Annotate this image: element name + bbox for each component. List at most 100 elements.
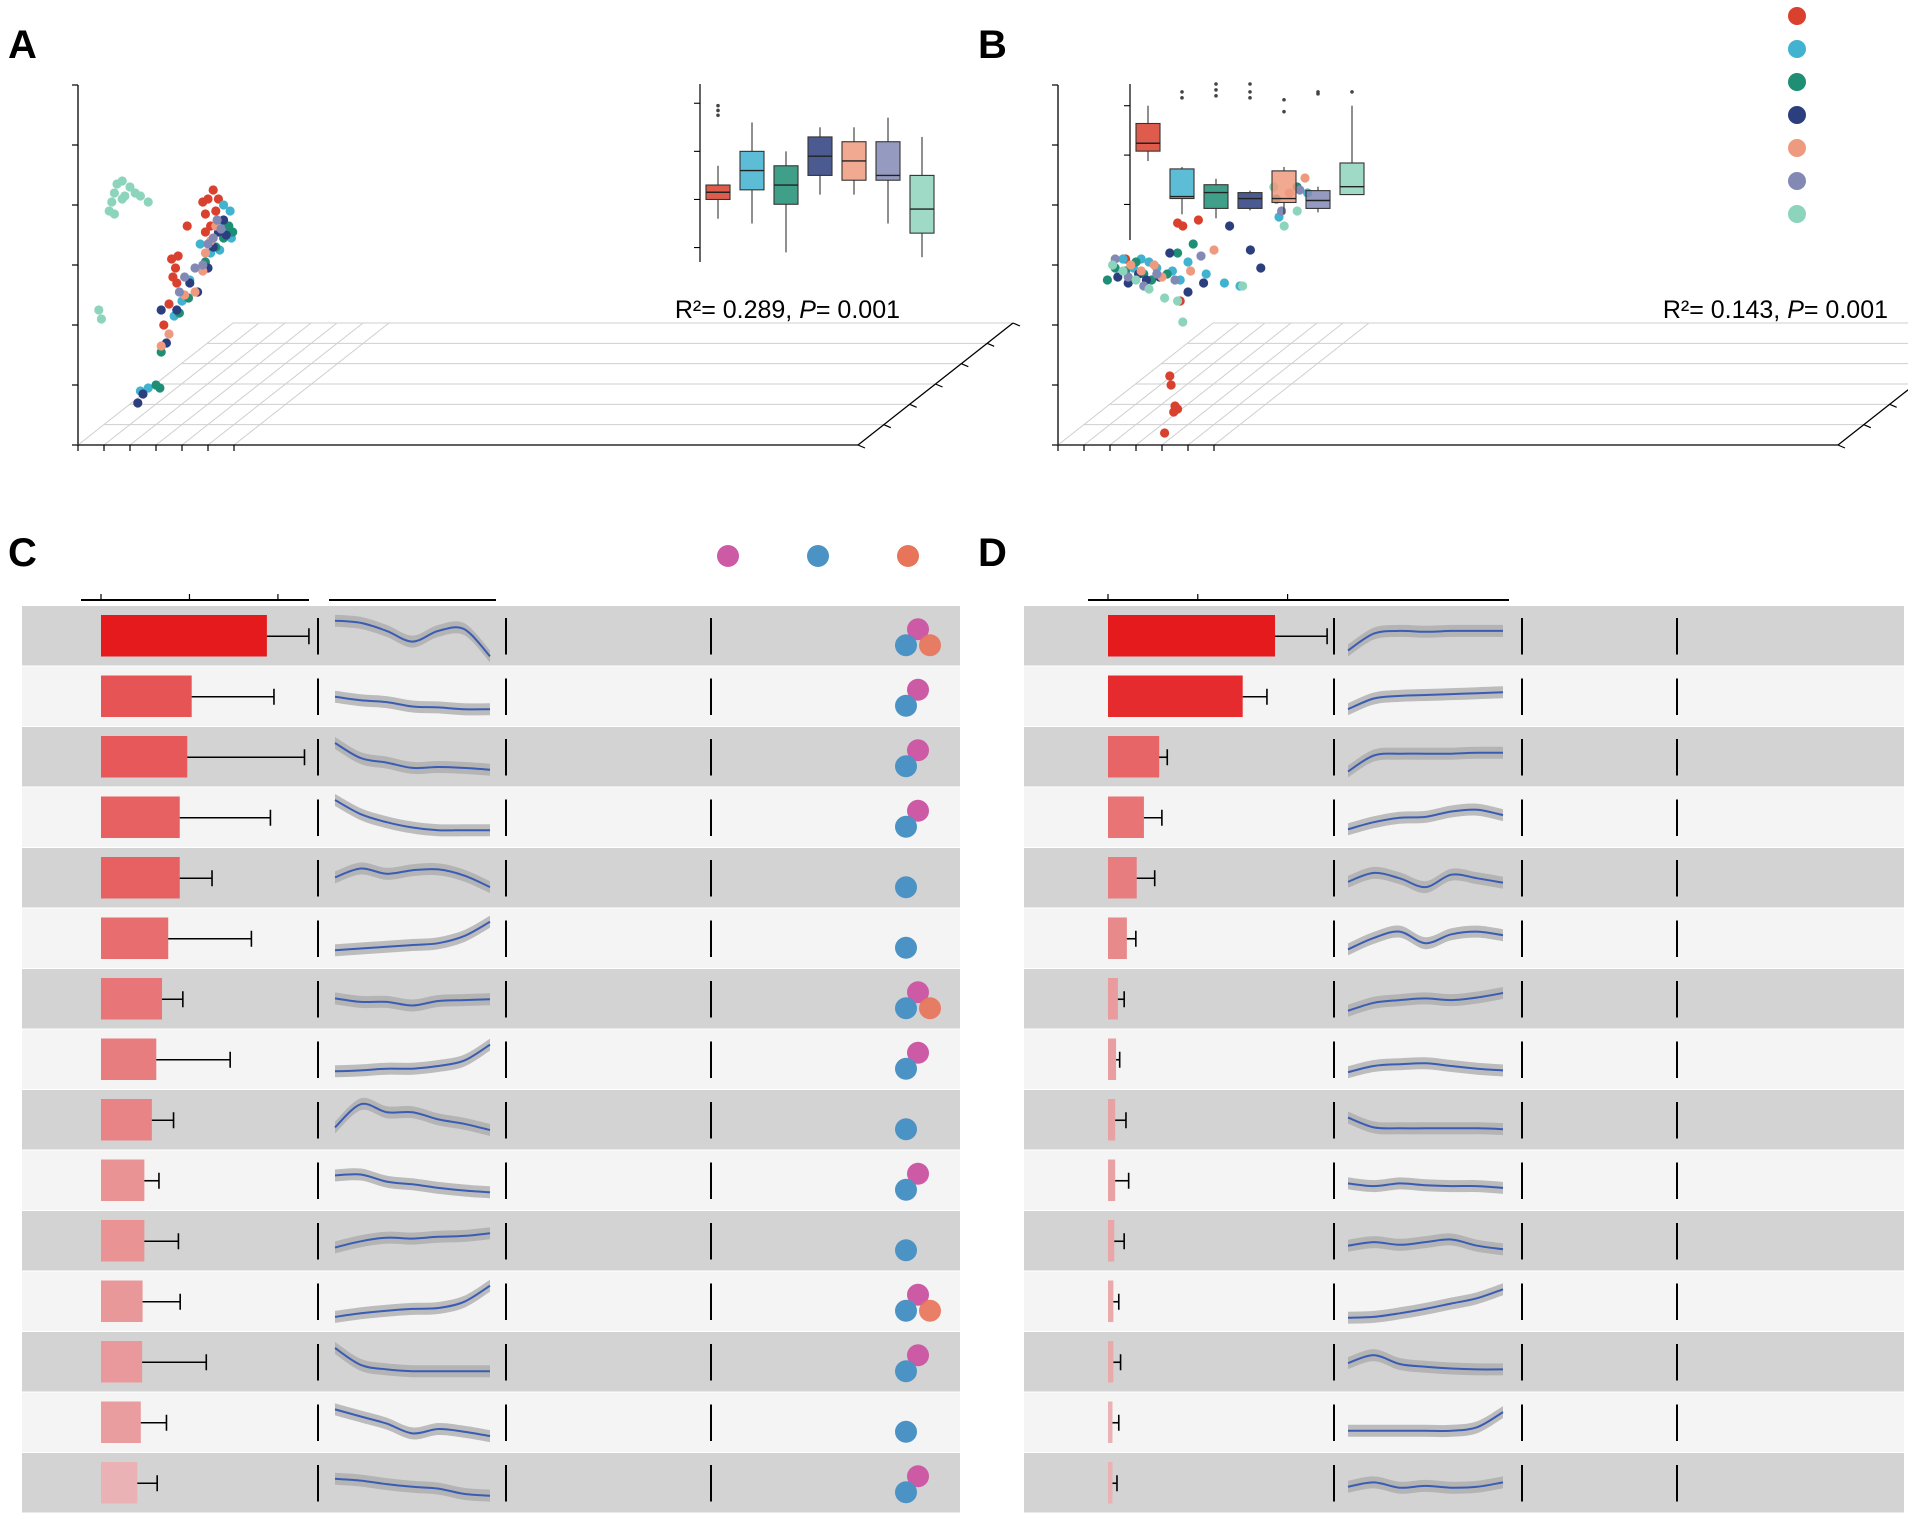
- trend-line: [1347, 629, 1503, 652]
- box-outlier: [1248, 82, 1252, 86]
- point-3yv: [1209, 245, 1219, 255]
- box-outlier: [1282, 97, 1286, 102]
- trend-line: [334, 1043, 491, 1073]
- point-bl: [1170, 401, 1180, 411]
- point-2yf: [1188, 239, 1198, 249]
- p-value: = 0.001: [816, 296, 900, 324]
- point-bl: [1193, 215, 1203, 225]
- stats-annotation: R²= 0.143, P= 0.001: [1663, 296, 1888, 324]
- table-row-bg: [1024, 1332, 1904, 1392]
- trend-confidence-band: [335, 1227, 490, 1254]
- trend-line: [1347, 751, 1504, 773]
- contribution-bar: [101, 1159, 145, 1201]
- trend-confidence-band: [1348, 803, 1503, 836]
- contribution-bar: [1108, 1099, 1116, 1141]
- floor-gridline: [1187, 322, 1344, 446]
- function-dot-pgp: [895, 694, 917, 717]
- contribution-bar: [101, 675, 192, 717]
- point-3yf: [190, 263, 200, 273]
- function-dot-pgp: [895, 1057, 917, 1080]
- table-row-bg: [1024, 1029, 1904, 1089]
- trend-confidence-band: [335, 992, 490, 1012]
- point-3yr: [117, 176, 127, 186]
- point-3yf: [1152, 269, 1162, 279]
- trend-confidence-band: [1348, 866, 1503, 894]
- point-2yr: [185, 278, 195, 288]
- contribution-bar: [1108, 1462, 1113, 1504]
- function-dot-bioc: [907, 1041, 929, 1064]
- contribution-bar: [101, 615, 267, 657]
- contribution-bar: [1108, 978, 1118, 1020]
- legend-dot-3yr: [1788, 205, 1806, 223]
- point-3yv: [164, 329, 174, 339]
- trend-line: [334, 799, 490, 832]
- point-2yr: [1113, 272, 1123, 282]
- point-2yr: [1225, 221, 1235, 231]
- function-dot-pgp: [895, 755, 917, 778]
- point-3yr: [1160, 293, 1170, 303]
- contribution-bar: [101, 978, 163, 1020]
- z-tick: [935, 383, 943, 388]
- panel-letter-b: B: [978, 23, 1007, 67]
- point-2yv: [1118, 254, 1128, 264]
- trend-line: [334, 1477, 491, 1497]
- point-2yr: [1199, 278, 1209, 288]
- point-3yr: [1178, 317, 1188, 327]
- point-3yf: [180, 272, 190, 282]
- function-dot-bioc: [907, 1162, 929, 1185]
- z-tick: [1012, 322, 1021, 327]
- trend-line: [1347, 1288, 1504, 1319]
- point-3yf: [1170, 275, 1180, 285]
- trend-confidence-band: [335, 1168, 490, 1199]
- p-symbol: P: [1787, 296, 1804, 324]
- function-dot-bioc: [907, 618, 929, 641]
- floor-gridline: [155, 322, 312, 446]
- trend-confidence-band: [1348, 1057, 1503, 1079]
- point-bl: [200, 227, 210, 237]
- floor-gridline: [207, 322, 364, 446]
- box-3yv: [1271, 170, 1297, 204]
- point-2yr: [133, 398, 143, 408]
- trend-line: [1348, 1411, 1504, 1433]
- contribution-bar: [1108, 1341, 1114, 1383]
- floor-gridline: [181, 322, 338, 446]
- panel-d-asv-table: [1024, 594, 1904, 1513]
- trend-line: [334, 997, 491, 1007]
- contribution-bar: [101, 1280, 143, 1322]
- trend-line: [1347, 1062, 1504, 1074]
- point-3yr: [96, 314, 106, 324]
- contribution-bar: [1108, 1220, 1115, 1262]
- function-dot-pgp: [895, 936, 917, 959]
- trend-line: [334, 920, 491, 952]
- box-2yr: [1237, 192, 1263, 209]
- point-2yf: [155, 383, 165, 393]
- trend-confidence-band: [335, 1403, 490, 1443]
- point-2yv: [225, 206, 235, 216]
- z-tick: [1837, 444, 1846, 449]
- function-dot-pgp: [895, 1299, 917, 1322]
- point-3yr: [135, 191, 145, 201]
- panel-letter-d: D: [978, 531, 1007, 575]
- table-row-bg: [1024, 908, 1904, 968]
- legend-dot-3yf: [1788, 172, 1806, 190]
- box-2yv: [1169, 168, 1195, 200]
- trend-confidence-band: [335, 737, 490, 776]
- point-2yf: [1173, 248, 1183, 258]
- contribution-bar: [1108, 615, 1276, 657]
- trend-line: [334, 1232, 491, 1249]
- panel-c-asv-table: [22, 545, 960, 1513]
- point-bl: [1165, 371, 1175, 381]
- function-dot-pgp: [895, 1420, 917, 1443]
- point-3yf: [208, 233, 218, 243]
- point-3yr: [143, 197, 153, 207]
- trend-line: [334, 867, 491, 889]
- r2-text: R²= 0.143,: [1663, 296, 1787, 324]
- trend-confidence-band: [335, 1038, 490, 1078]
- legend-dot-bl: [1788, 7, 1806, 25]
- point-2yv: [1183, 257, 1193, 267]
- floor-gridline: [1161, 322, 1318, 446]
- point-3yr: [125, 182, 135, 192]
- point-2yv: [219, 200, 229, 210]
- point-3yf: [1196, 251, 1206, 261]
